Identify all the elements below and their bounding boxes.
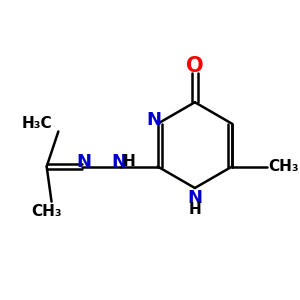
Text: CH₃: CH₃ — [268, 159, 299, 174]
Text: O: O — [186, 56, 204, 76]
Text: N: N — [76, 153, 91, 171]
Text: CH₃: CH₃ — [32, 204, 62, 219]
Text: H: H — [188, 202, 201, 217]
Text: N: N — [111, 153, 126, 171]
Text: N: N — [146, 111, 161, 129]
Text: N: N — [188, 189, 202, 207]
Text: H: H — [122, 154, 135, 169]
Text: H₃C: H₃C — [22, 116, 52, 131]
